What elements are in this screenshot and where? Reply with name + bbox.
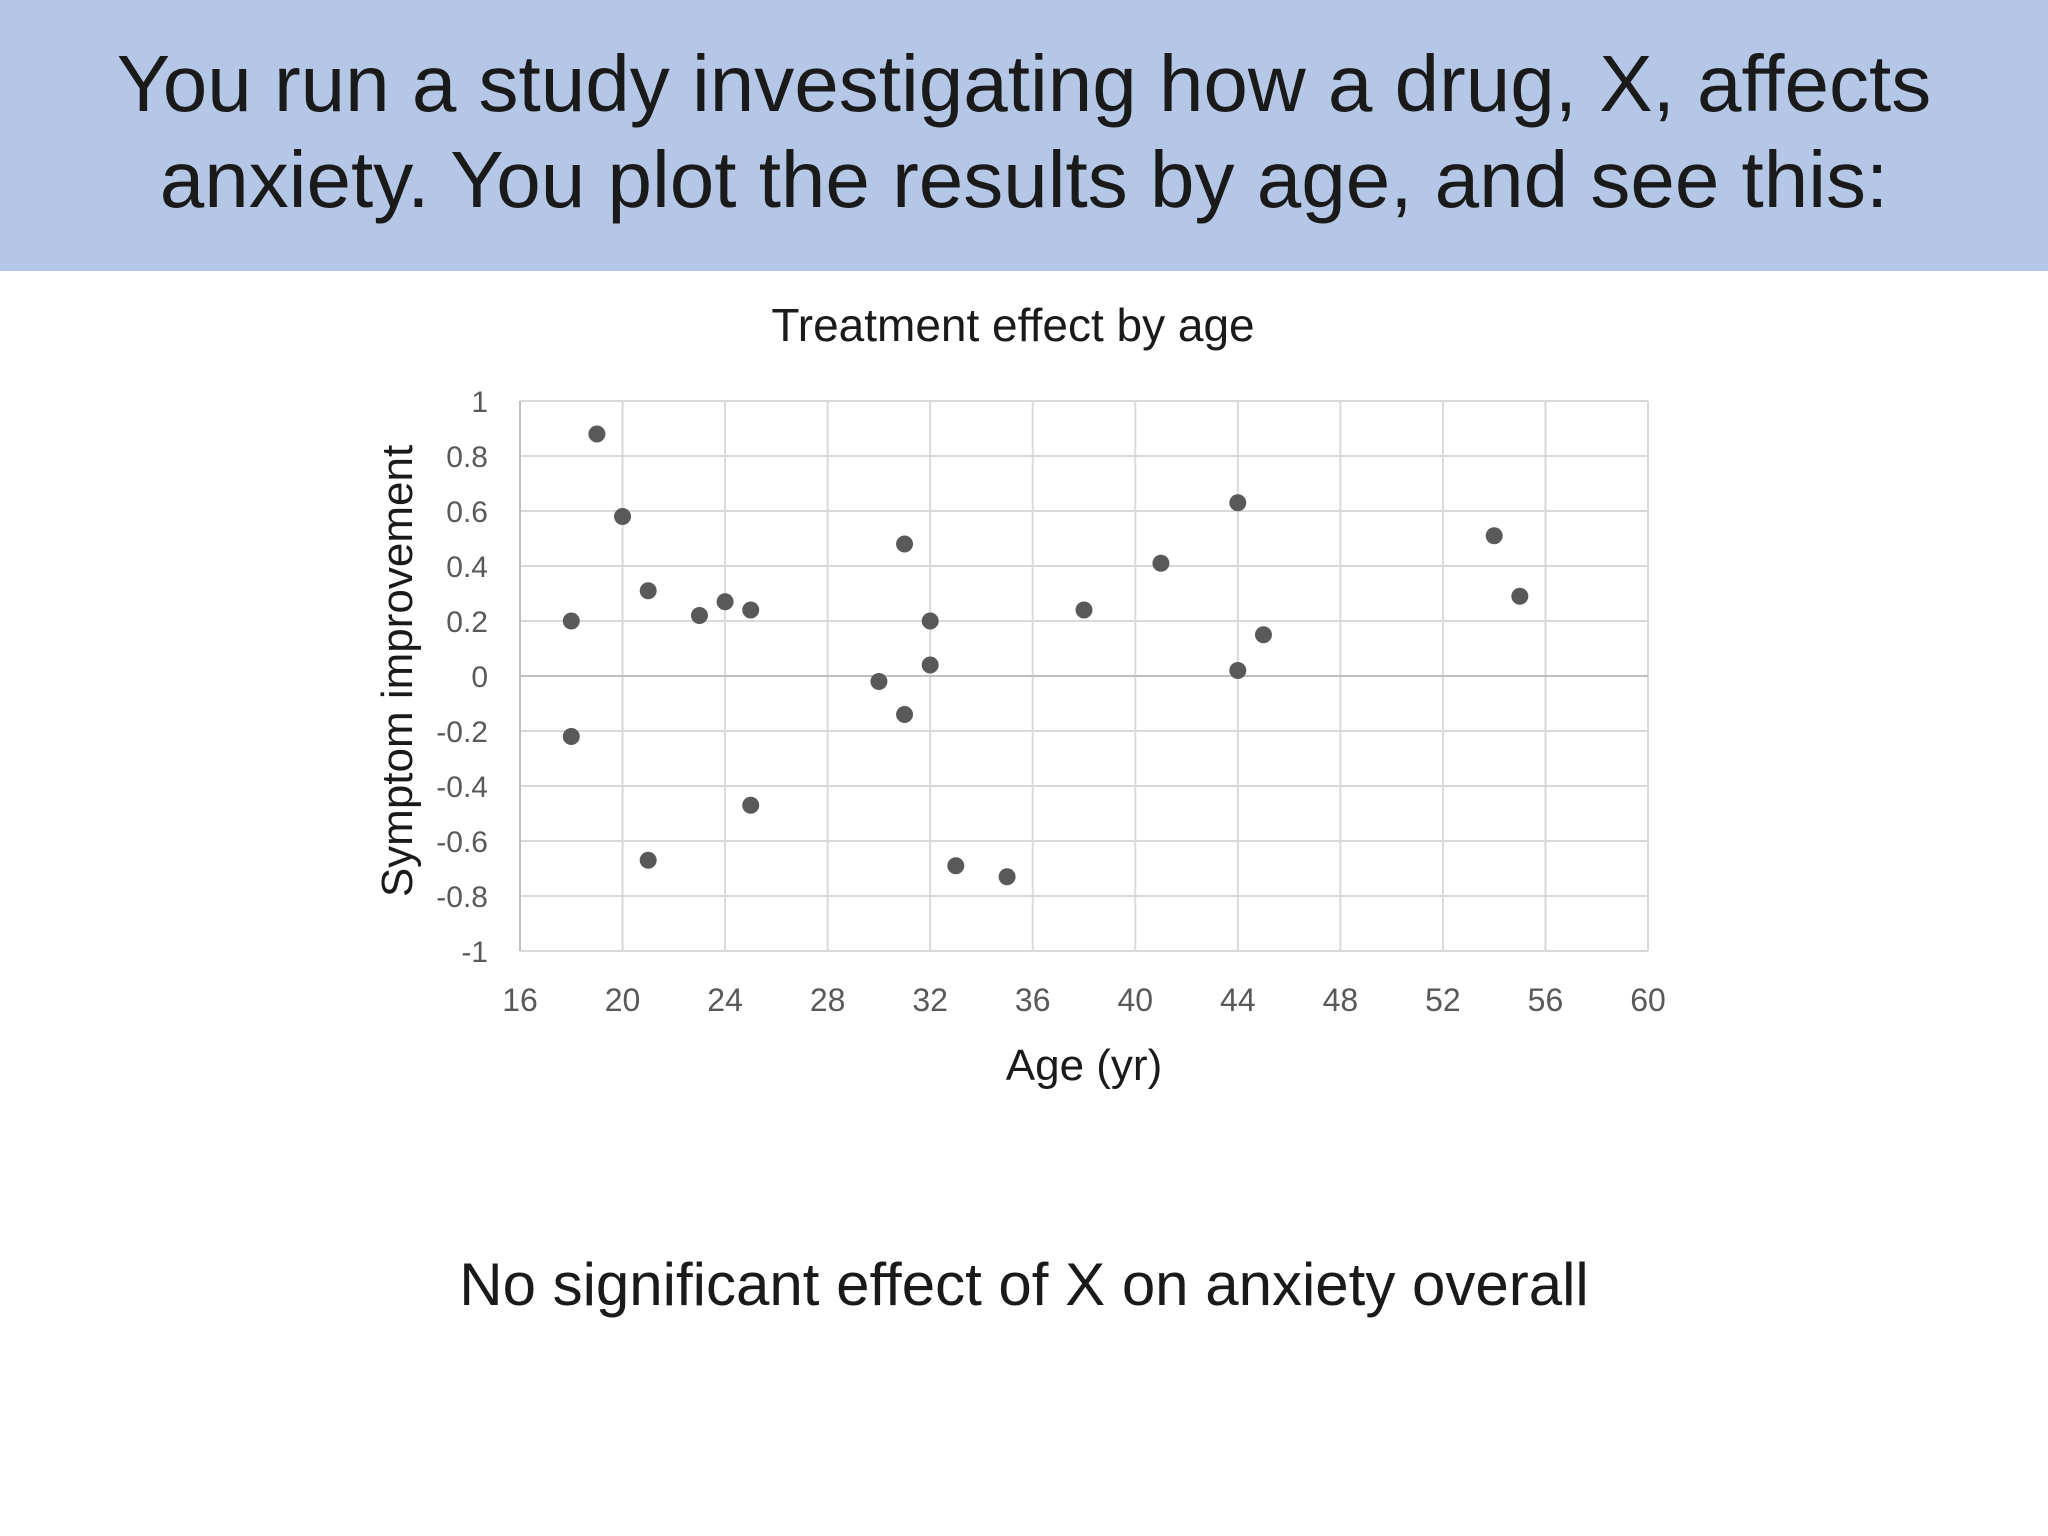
x-tick-label: 24 bbox=[707, 982, 743, 1018]
data-point bbox=[716, 593, 734, 611]
x-tick-label: 28 bbox=[810, 982, 846, 1018]
y-tick-label: 1 bbox=[471, 386, 488, 419]
x-tick-label: 40 bbox=[1117, 982, 1153, 1018]
header-band: You run a study investigating how a drug… bbox=[0, 0, 2048, 271]
x-tick-label: 56 bbox=[1528, 982, 1564, 1018]
y-axis-label: Symptom improvement bbox=[373, 445, 422, 897]
data-point bbox=[1229, 662, 1247, 679]
slide-title-line-2: anxiety. You plot the results by age, an… bbox=[159, 135, 1889, 224]
x-tick-label: 16 bbox=[502, 982, 538, 1018]
x-axis-label: Age (yr) bbox=[1006, 1041, 1162, 1090]
chart-grid bbox=[519, 400, 1649, 952]
chart-title: Treatment effect by age bbox=[771, 299, 1254, 351]
conclusion-text: No significant effect of X on anxiety ov… bbox=[459, 1251, 1589, 1318]
y-tick-label: -1 bbox=[461, 936, 488, 969]
data-point bbox=[1511, 587, 1529, 605]
x-tick-label: 32 bbox=[912, 982, 948, 1018]
data-point bbox=[690, 607, 708, 624]
data-point bbox=[1075, 601, 1093, 619]
data-point bbox=[896, 535, 914, 553]
y-tick-label: 0.4 bbox=[446, 551, 488, 584]
data-point bbox=[870, 673, 888, 690]
data-point bbox=[896, 706, 914, 723]
slide-title-line-1: You run a study investigating how a drug… bbox=[116, 39, 1932, 128]
data-point bbox=[639, 851, 657, 869]
y-tick-label: 0.6 bbox=[446, 496, 488, 529]
y-tick-label: -0.6 bbox=[436, 826, 488, 859]
x-tick-label: 20 bbox=[605, 982, 641, 1018]
chart-axes: 16 20 24 28 32 36 40 44 48 52 56 60 1 0.8 0.6 0.4 0.2 0 -0… bbox=[436, 386, 1666, 1018]
scatter-chart: 16 20 24 28 32 36 40 44 48 52 56 60 1 0.8 0.6 0.4 0.2 0 -0… bbox=[373, 299, 1666, 1090]
y-tick-label: 0.8 bbox=[446, 441, 488, 474]
y-tick-label: 0 bbox=[471, 661, 488, 694]
data-point bbox=[1152, 554, 1170, 572]
x-tick-label: 36 bbox=[1015, 982, 1051, 1018]
data-point bbox=[742, 601, 760, 619]
chart-points bbox=[562, 425, 1529, 886]
data-point bbox=[562, 612, 580, 630]
data-point bbox=[1254, 626, 1272, 644]
data-point bbox=[998, 868, 1016, 886]
data-point bbox=[1485, 527, 1503, 545]
x-tick-label: 48 bbox=[1323, 982, 1359, 1018]
data-point bbox=[588, 425, 606, 443]
y-tick-label: -0.4 bbox=[436, 771, 488, 804]
data-point bbox=[614, 508, 632, 525]
data-point bbox=[562, 728, 580, 745]
y-tick-label: -0.2 bbox=[436, 716, 488, 749]
data-point bbox=[639, 582, 657, 600]
y-tick-label: -0.8 bbox=[436, 881, 488, 914]
data-point bbox=[921, 656, 939, 674]
data-point bbox=[921, 612, 939, 630]
data-point bbox=[742, 796, 760, 814]
y-tick-label: 0.2 bbox=[446, 606, 488, 639]
x-tick-label: 44 bbox=[1220, 982, 1256, 1018]
data-point bbox=[947, 857, 965, 875]
x-tick-label: 52 bbox=[1425, 982, 1461, 1018]
x-tick-label: 60 bbox=[1630, 982, 1666, 1018]
data-point bbox=[1229, 494, 1247, 512]
